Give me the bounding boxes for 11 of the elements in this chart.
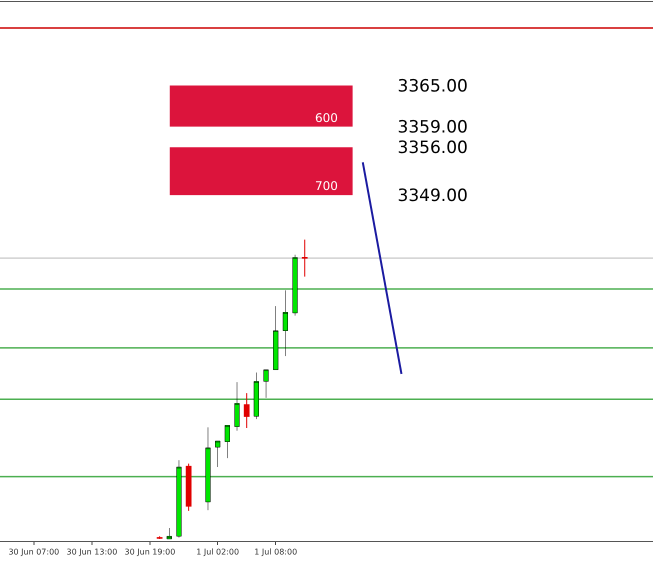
x-tick-label: 1 Jul 02:00 xyxy=(196,548,240,557)
y-tick-label: 3356.00 xyxy=(398,138,468,158)
band-label: 600 xyxy=(315,111,338,125)
x-tick-label: 1 Jul 08:00 xyxy=(254,548,298,557)
x-tick-label: 30 Jun 07:00 xyxy=(8,548,60,557)
x-tick-label: 30 Jun 19:00 xyxy=(124,548,176,557)
x-tick-label: 30 Jun 13:00 xyxy=(66,548,118,557)
y-tick-label: 3359.00 xyxy=(398,118,468,138)
y-tick-label: 3365.00 xyxy=(398,76,468,97)
y-tick-label: 3349.00 xyxy=(398,186,468,206)
band-label: 700 xyxy=(315,179,338,193)
